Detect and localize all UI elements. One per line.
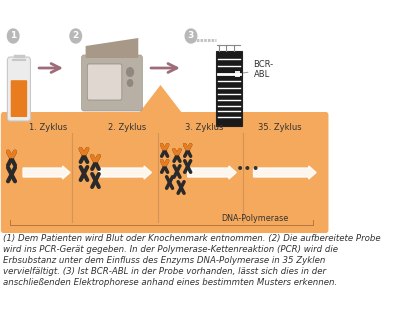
FancyBboxPatch shape — [11, 80, 27, 117]
Circle shape — [126, 67, 134, 77]
Text: 1. Zyklus: 1. Zyklus — [29, 123, 67, 131]
Text: 3. Zyklus: 3. Zyklus — [185, 123, 223, 131]
Text: 1: 1 — [10, 32, 16, 41]
FancyBboxPatch shape — [82, 55, 142, 111]
FancyArrow shape — [23, 166, 70, 179]
Circle shape — [127, 79, 133, 87]
Text: •••: ••• — [236, 163, 261, 176]
FancyArrow shape — [254, 166, 316, 179]
FancyBboxPatch shape — [1, 112, 328, 233]
FancyArrow shape — [188, 166, 236, 179]
Polygon shape — [86, 38, 138, 58]
Text: 2: 2 — [73, 32, 79, 41]
FancyBboxPatch shape — [216, 51, 242, 126]
Polygon shape — [138, 85, 184, 115]
Text: 35. Zyklus: 35. Zyklus — [258, 123, 302, 131]
Text: BCR-
ABL: BCR- ABL — [243, 60, 274, 79]
FancyBboxPatch shape — [87, 64, 122, 100]
Circle shape — [8, 29, 19, 43]
Circle shape — [70, 29, 82, 43]
FancyArrow shape — [99, 166, 152, 179]
Text: 2. Zyklus: 2. Zyklus — [108, 123, 147, 131]
Text: DNA-Polymerase: DNA-Polymerase — [222, 214, 289, 223]
Text: 3: 3 — [188, 32, 194, 41]
Text: (1) Dem Patienten wird Blut oder Knochenmark entnommen. (2) Die aufbereitete Pro: (1) Dem Patienten wird Blut oder Knochen… — [3, 234, 381, 287]
FancyBboxPatch shape — [235, 71, 240, 77]
Circle shape — [185, 29, 197, 43]
FancyBboxPatch shape — [8, 57, 30, 121]
